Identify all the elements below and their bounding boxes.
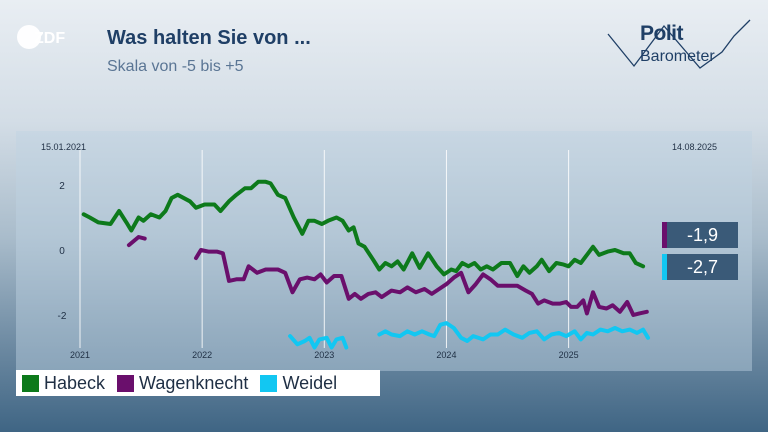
y-tick-label: 0 <box>59 246 65 257</box>
series-line-habeck <box>81 179 646 278</box>
x-tick-label: 2022 <box>192 350 212 360</box>
latest-value-tag-wagenknecht: -1,9 <box>662 222 738 248</box>
x-tick-label: 2023 <box>314 350 334 360</box>
latest-value: -1,9 <box>667 222 738 248</box>
politbarometer-logo: Polit Barometer <box>604 16 756 76</box>
series-line-wagenknecht <box>126 235 147 248</box>
chart-title: Was halten Sie von ... <box>107 27 311 49</box>
legend-swatch <box>117 374 135 392</box>
series-line-weidel <box>288 334 349 350</box>
brand-line1: Polit <box>640 22 684 45</box>
start-date-label: 15.01.2021 <box>41 142 87 152</box>
tag-color-bar <box>662 222 667 248</box>
legend-label: Wagenknecht <box>139 372 249 393</box>
legend-swatch <box>260 374 278 392</box>
x-tick-label: 2021 <box>70 350 90 360</box>
latest-value: -2,7 <box>667 254 738 280</box>
axis-labels: 2021 2022 2023 2024 2025 2 0 -2 <box>58 181 579 360</box>
y-tick-label: -2 <box>58 311 67 322</box>
series-line-weidel <box>377 321 650 343</box>
legend-item-weidel: Weidel <box>260 373 337 394</box>
series-line-wagenknecht <box>194 248 649 317</box>
legend-item-wagenknecht: Wagenknecht <box>117 373 248 394</box>
chart-subtitle: Skala von -5 bis +5 <box>107 58 244 75</box>
series-lines <box>81 179 650 350</box>
zdf-logo-text: ZDF <box>34 30 65 47</box>
legend-swatch <box>22 374 39 392</box>
brand-line2: Barometer <box>640 48 715 65</box>
legend-label: Weidel <box>282 372 338 393</box>
x-tick-label: 2025 <box>559 350 579 360</box>
legend: Habeck Wagenknecht Weidel <box>16 370 380 396</box>
tag-color-bar <box>662 254 667 280</box>
grid-lines <box>79 150 570 348</box>
y-tick-label: 2 <box>59 181 65 192</box>
end-date-label: 14.08.2025 <box>672 142 718 152</box>
x-tick-label: 2024 <box>436 350 456 360</box>
legend-item-habeck: Habeck <box>22 373 105 394</box>
brand-zigzag-icon <box>607 19 751 69</box>
latest-value-tag-weidel: -2,7 <box>662 254 738 280</box>
zdf-logo: ZDF <box>17 25 65 49</box>
legend-label: Habeck <box>44 372 106 393</box>
